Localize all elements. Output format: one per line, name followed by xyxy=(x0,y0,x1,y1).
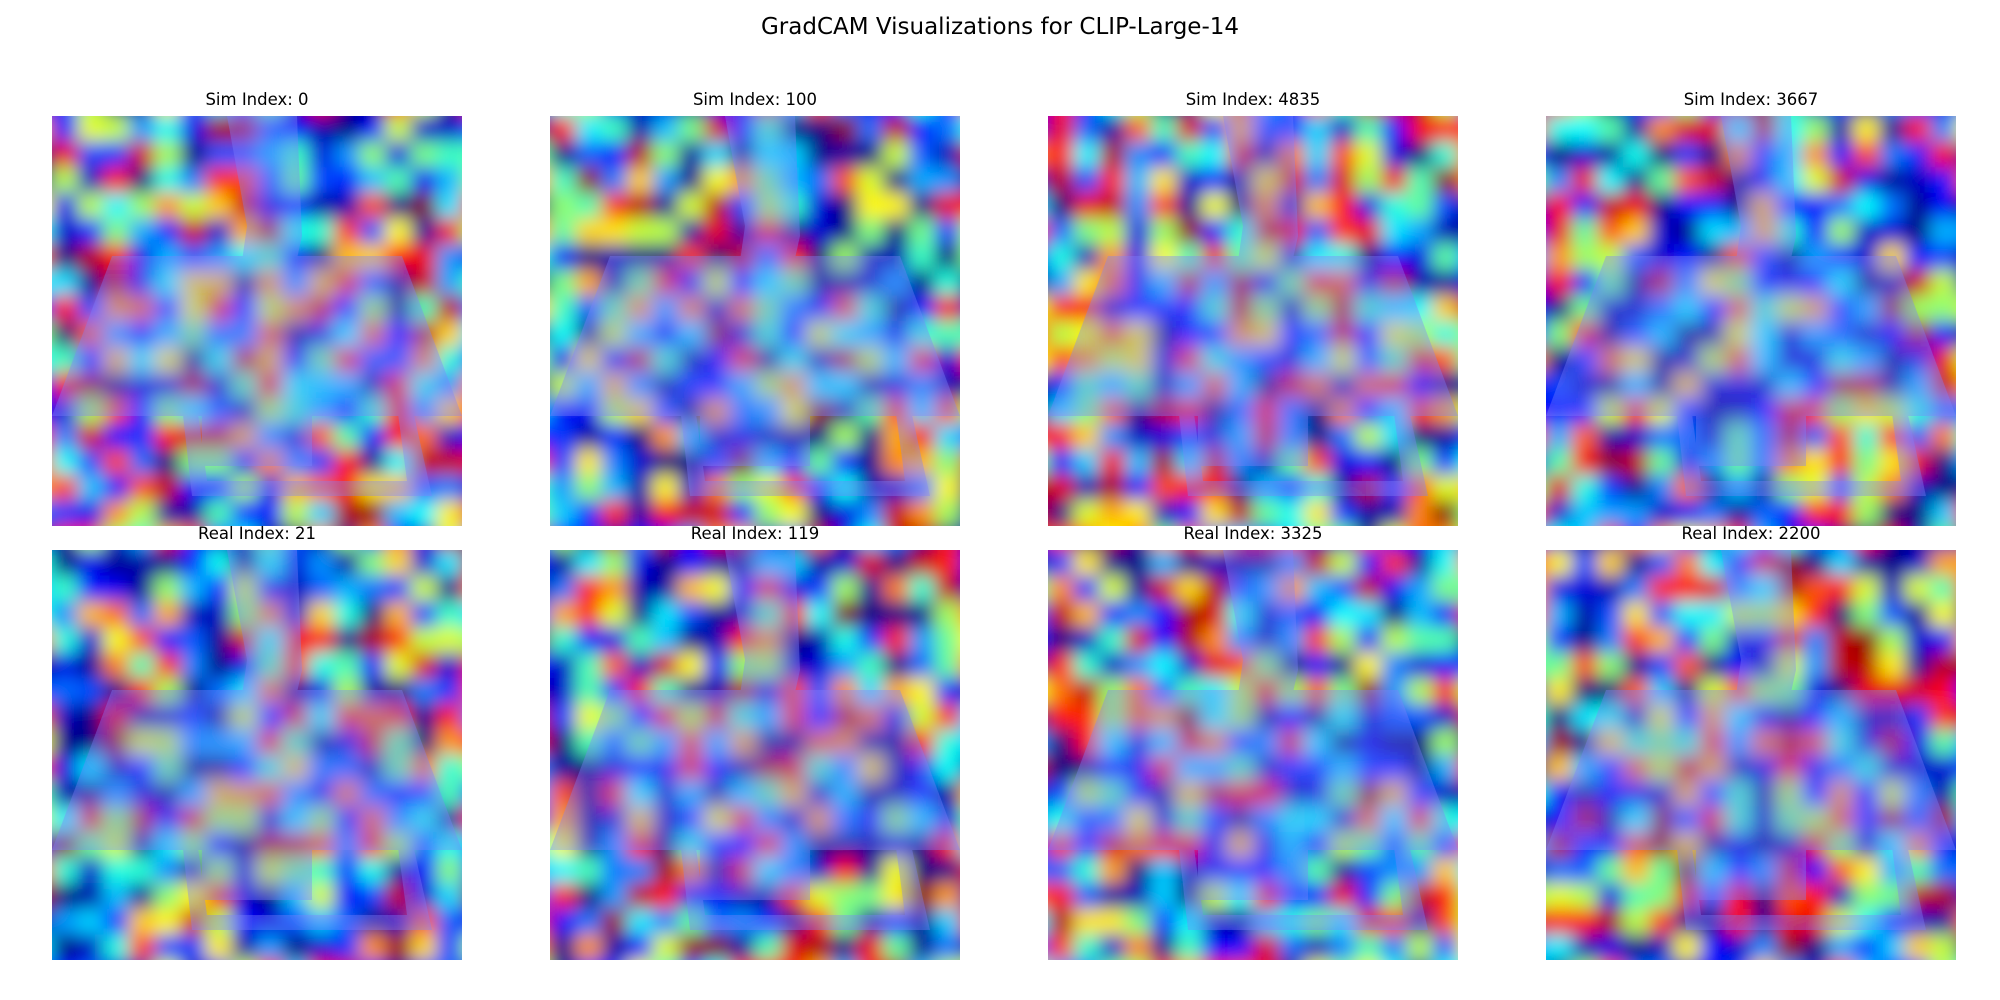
panel-title: Sim Index: 4835 xyxy=(1185,90,1321,109)
panel-title: Real Index: 3325 xyxy=(1183,524,1323,543)
gradcam-heatmap-image xyxy=(52,550,462,960)
gradcam-heatmap-image xyxy=(1546,116,1956,526)
panel-title: Sim Index: 100 xyxy=(692,90,818,109)
gradcam-heatmap-image xyxy=(550,550,960,960)
panel-title: Real Index: 119 xyxy=(690,524,820,543)
panel-title: Sim Index: 3667 xyxy=(1683,90,1819,109)
gradcam-heatmap-image xyxy=(52,116,462,526)
panel-title: Sim Index: 0 xyxy=(205,90,309,109)
gradcam-heatmap-image xyxy=(550,116,960,526)
gradcam-heatmap-image xyxy=(1048,550,1458,960)
figure-title: GradCAM Visualizations for CLIP-Large-14 xyxy=(760,14,1240,40)
panel-title: Real Index: 2200 xyxy=(1681,524,1821,543)
panel-title: Real Index: 21 xyxy=(197,524,317,543)
gradcam-heatmap-image xyxy=(1048,116,1458,526)
gradcam-heatmap-image xyxy=(1546,550,1956,960)
